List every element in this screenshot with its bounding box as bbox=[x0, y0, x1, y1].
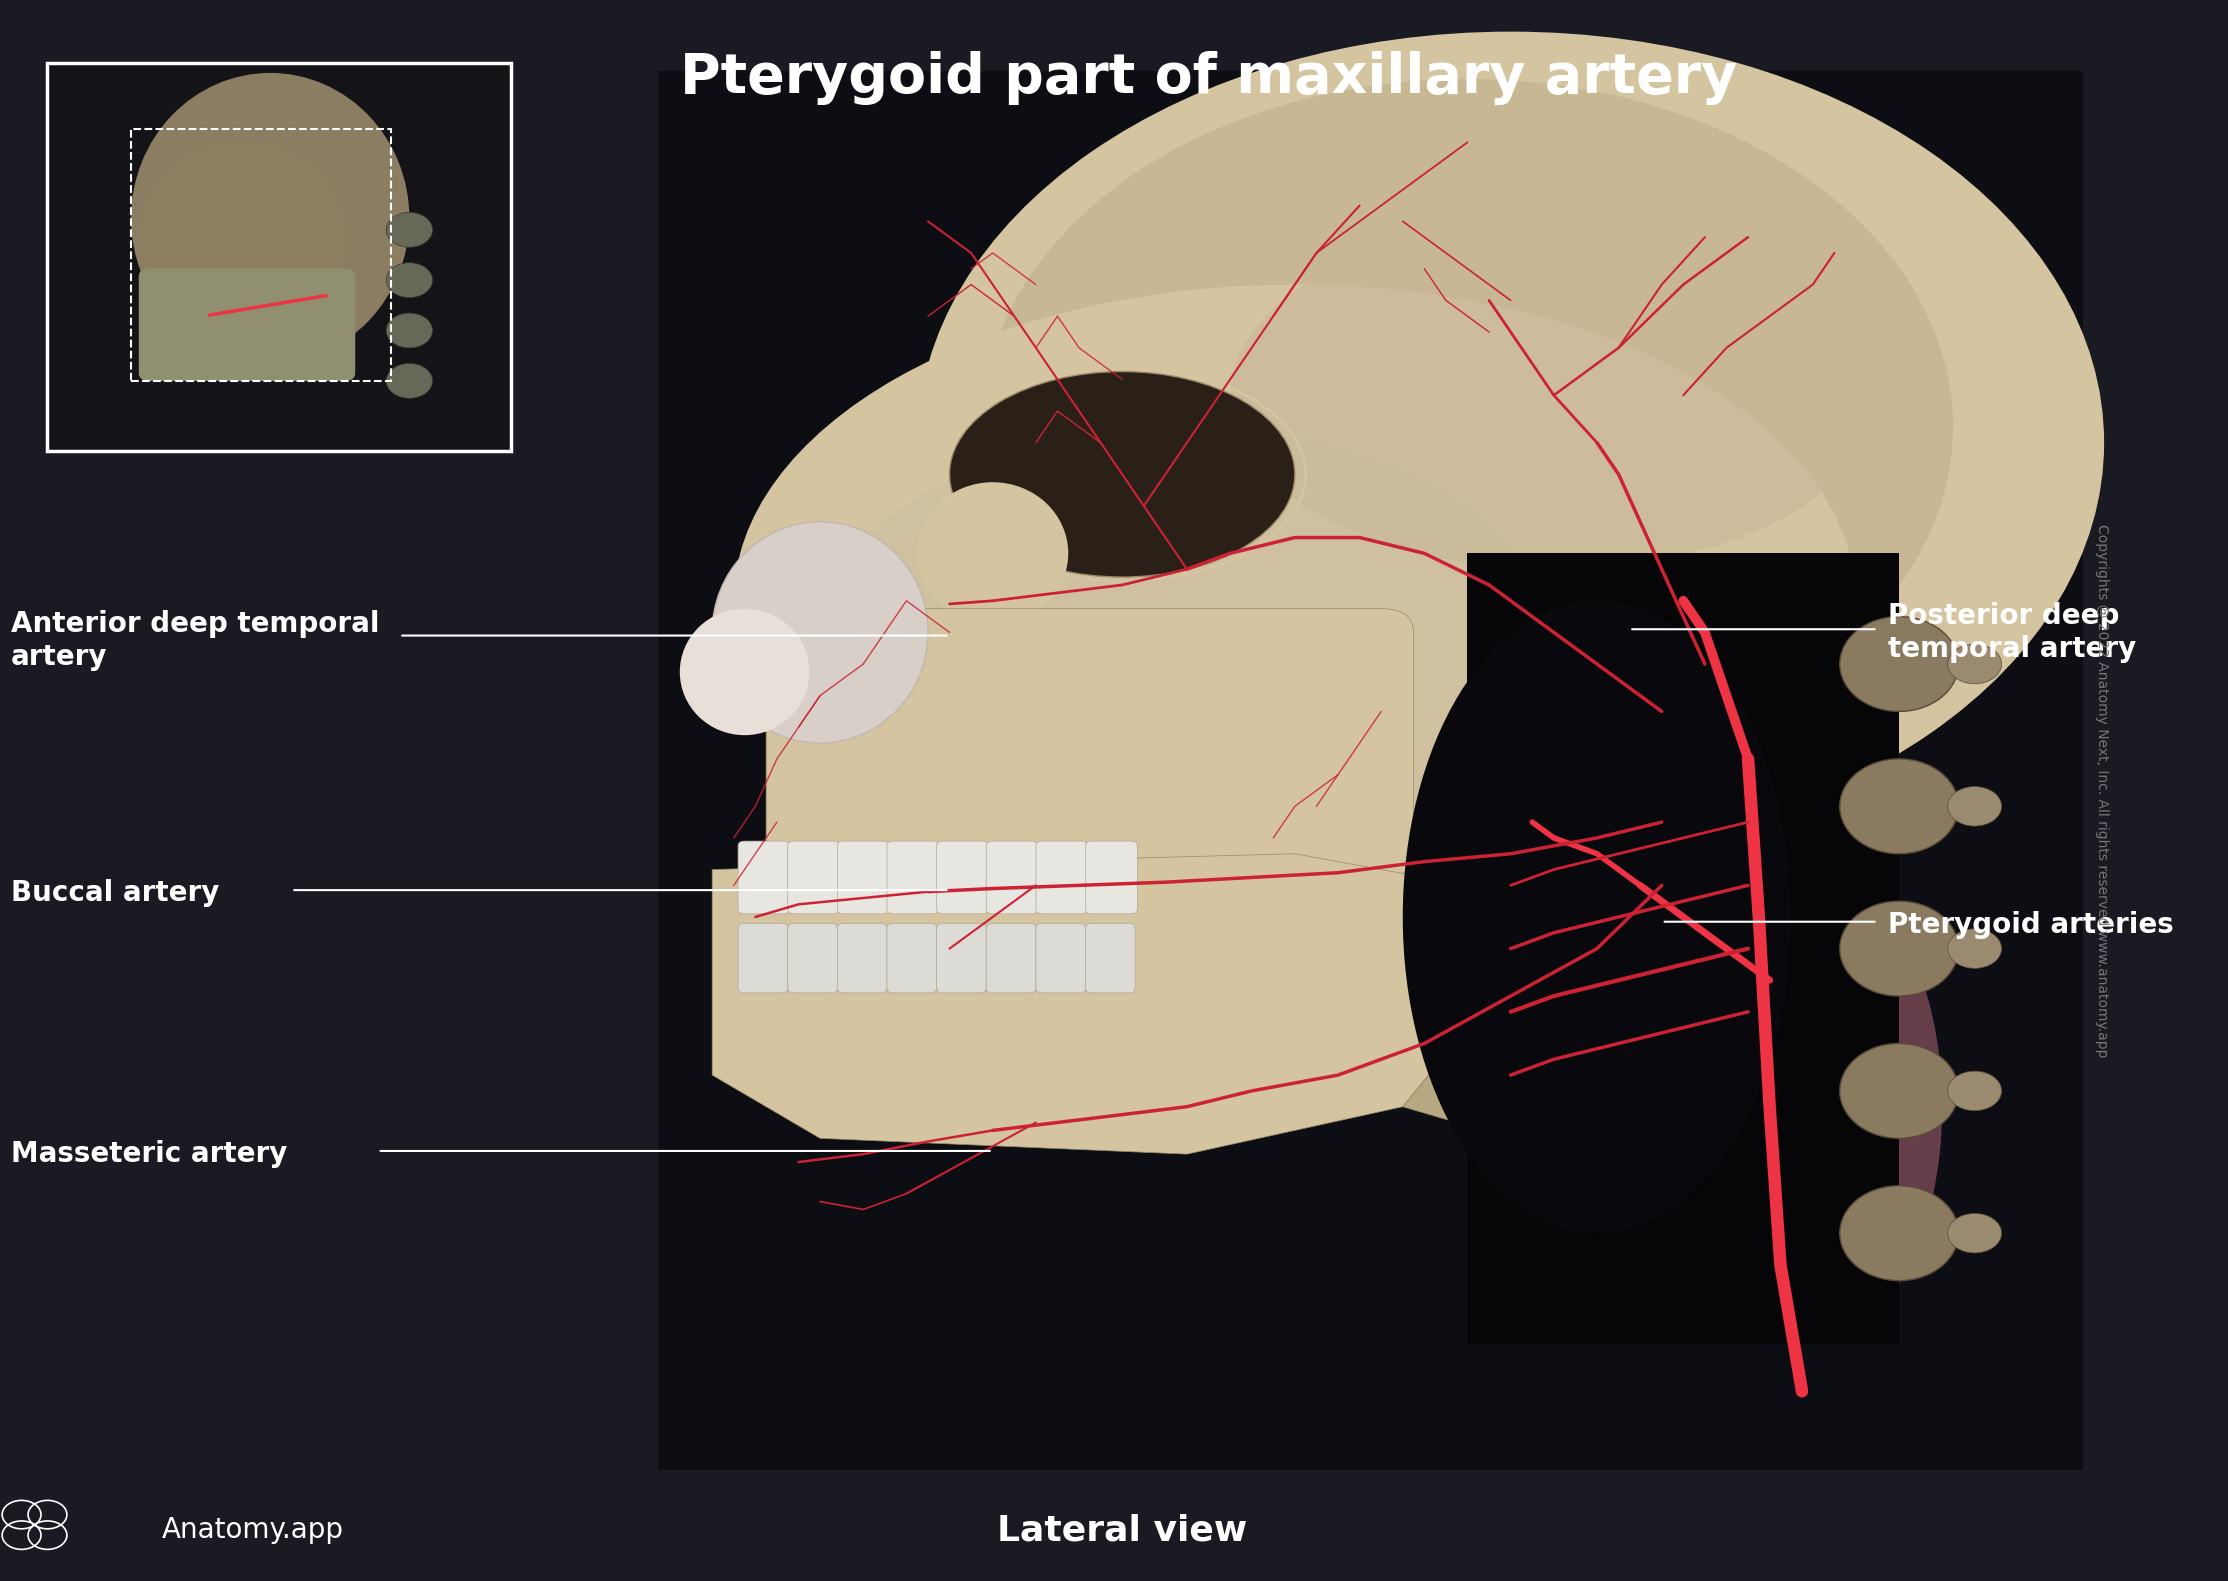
Ellipse shape bbox=[385, 212, 432, 247]
Ellipse shape bbox=[1947, 928, 2001, 968]
FancyBboxPatch shape bbox=[987, 841, 1038, 914]
Ellipse shape bbox=[809, 427, 1564, 901]
FancyBboxPatch shape bbox=[789, 923, 838, 993]
Ellipse shape bbox=[138, 141, 348, 334]
Ellipse shape bbox=[1947, 645, 2001, 685]
Ellipse shape bbox=[949, 372, 1294, 577]
Polygon shape bbox=[1404, 680, 1553, 1138]
Ellipse shape bbox=[1947, 787, 2001, 827]
Text: Posterior deep
temporal artery: Posterior deep temporal artery bbox=[1889, 602, 2137, 662]
FancyBboxPatch shape bbox=[1085, 923, 1134, 993]
FancyBboxPatch shape bbox=[737, 923, 789, 993]
FancyBboxPatch shape bbox=[887, 923, 936, 993]
Ellipse shape bbox=[1840, 1186, 1958, 1281]
Ellipse shape bbox=[983, 79, 1954, 775]
FancyBboxPatch shape bbox=[987, 923, 1036, 993]
Text: Anatomy.app: Anatomy.app bbox=[163, 1516, 343, 1545]
Ellipse shape bbox=[385, 262, 432, 297]
FancyBboxPatch shape bbox=[887, 841, 938, 914]
Ellipse shape bbox=[385, 313, 432, 348]
Ellipse shape bbox=[1840, 1043, 1958, 1138]
Text: Pterygoid part of maxillary artery: Pterygoid part of maxillary artery bbox=[680, 51, 1738, 104]
Text: Pterygoid arteries: Pterygoid arteries bbox=[1889, 911, 2175, 939]
Ellipse shape bbox=[918, 482, 1067, 624]
FancyBboxPatch shape bbox=[789, 841, 840, 914]
Text: Anterior deep temporal
artery: Anterior deep temporal artery bbox=[11, 610, 379, 670]
Ellipse shape bbox=[1684, 870, 1943, 1344]
Text: Lateral view: Lateral view bbox=[998, 1513, 1248, 1548]
FancyBboxPatch shape bbox=[737, 841, 791, 914]
Ellipse shape bbox=[1840, 901, 1958, 996]
Ellipse shape bbox=[918, 32, 2103, 854]
Polygon shape bbox=[713, 854, 1468, 1154]
Text: Buccal artery: Buccal artery bbox=[11, 879, 218, 907]
Ellipse shape bbox=[1840, 759, 1958, 854]
Bar bbox=[131, 130, 390, 381]
Ellipse shape bbox=[1404, 601, 1791, 1233]
Ellipse shape bbox=[131, 73, 410, 364]
Text: Masseteric artery: Masseteric artery bbox=[11, 1140, 287, 1168]
FancyBboxPatch shape bbox=[838, 923, 887, 993]
Ellipse shape bbox=[385, 364, 432, 398]
FancyBboxPatch shape bbox=[138, 269, 354, 381]
Bar bbox=[657, 71, 2083, 1470]
Bar bbox=[47, 63, 512, 451]
Ellipse shape bbox=[733, 285, 1856, 917]
FancyBboxPatch shape bbox=[838, 841, 889, 914]
FancyBboxPatch shape bbox=[936, 841, 989, 914]
Ellipse shape bbox=[1840, 617, 1958, 711]
FancyBboxPatch shape bbox=[1036, 841, 1087, 914]
Ellipse shape bbox=[1947, 1214, 2001, 1252]
Ellipse shape bbox=[1230, 221, 1878, 569]
Text: Copyrights @ 2022 Anatomy Next, Inc. All rights reserved www.anatomy.app: Copyrights @ 2022 Anatomy Next, Inc. All… bbox=[2094, 523, 2110, 1058]
Ellipse shape bbox=[1947, 1072, 2001, 1110]
Bar bbox=[1468, 553, 1898, 1344]
FancyBboxPatch shape bbox=[936, 923, 987, 993]
FancyBboxPatch shape bbox=[766, 609, 1413, 877]
Ellipse shape bbox=[713, 522, 929, 743]
FancyBboxPatch shape bbox=[1085, 841, 1136, 914]
FancyBboxPatch shape bbox=[1036, 923, 1085, 993]
Ellipse shape bbox=[680, 609, 809, 735]
